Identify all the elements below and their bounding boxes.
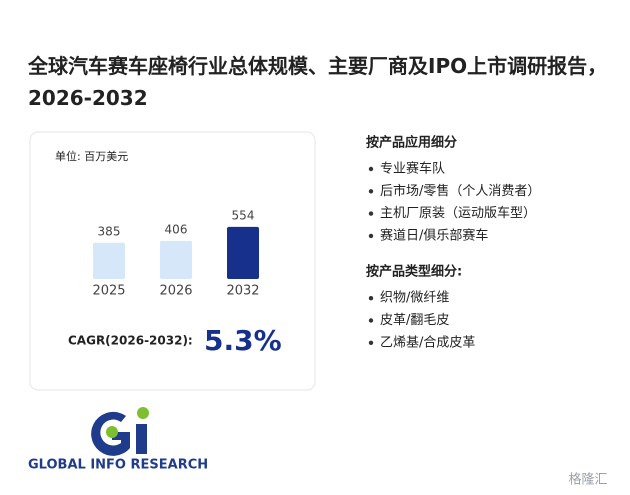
bar [160, 240, 192, 279]
segment-item: 赛道日/俱乐部赛车 [380, 227, 488, 243]
bullet [368, 233, 374, 239]
logo-text: GLOBAL INFO RESEARCH [28, 458, 208, 473]
value-label: 406 [165, 222, 188, 236]
segment-item: 皮革/翻毛皮 [380, 313, 449, 328]
segment-item: 专业赛车队 [380, 161, 445, 177]
segment-heading: 按产品类型细分: [366, 264, 462, 280]
bullet [368, 189, 374, 194]
category-label: 2025 [92, 284, 125, 299]
value-label: 554 [232, 208, 255, 222]
segment-heading: 按产品应用细分 [366, 135, 457, 151]
bullet [368, 296, 374, 301]
bullet [368, 166, 374, 172]
segment-item: 后市场/零售（个人消费者） [380, 183, 540, 199]
bar-chart: 385 2025 406 2026 554 2032 [92, 208, 259, 298]
unit-label: 单位: 百万美元 [55, 149, 128, 163]
cagr-value: 5.3% [204, 324, 282, 357]
title: 全球汽车赛车座椅行业总体规模、主要厂商及IPO上市调研报告，2026-2032 [28, 54, 608, 110]
bar [227, 226, 259, 279]
segment-item: 织物/微纤维 [380, 291, 449, 306]
category-label: 2032 [226, 284, 259, 299]
logo-mark [91, 407, 149, 456]
cagr-label: CAGR(2026-2032): [68, 334, 193, 348]
bullet [368, 340, 374, 345]
value-label: 385 [98, 224, 121, 238]
title-box: 全球汽车赛车座椅行业总体规模、主要厂商及IPO上市调研报告，2026-2032 [28, 54, 608, 110]
bullet [368, 318, 374, 323]
bullet [368, 211, 374, 216]
bar [93, 242, 125, 279]
watermark: 格隆汇 [568, 472, 607, 488]
segment-item: 主机厂原装（运动版车型） [380, 205, 536, 221]
segment-item: 乙烯基/合成皮革 [380, 335, 475, 350]
category-label: 2026 [159, 284, 192, 299]
